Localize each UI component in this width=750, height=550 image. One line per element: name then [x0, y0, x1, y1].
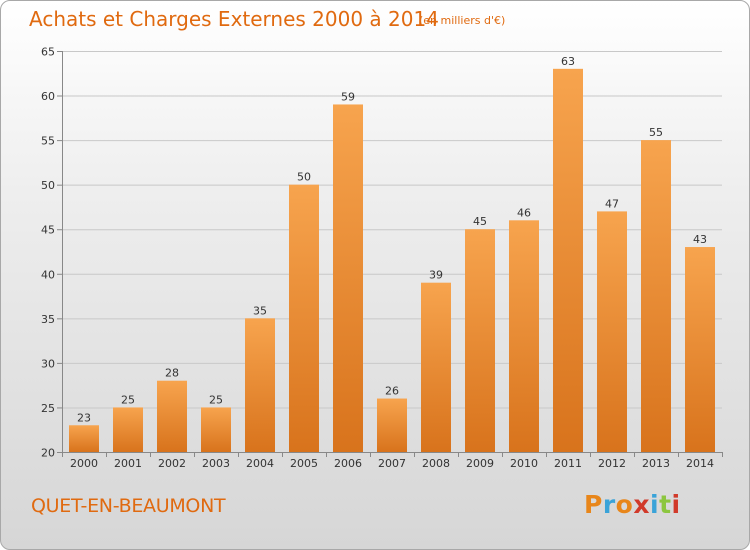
bar-value-label: 39 [429, 269, 443, 282]
bar-value-label: 26 [385, 385, 399, 398]
logo-letter: t [659, 490, 672, 519]
bar-value-label: 25 [121, 393, 135, 406]
logo-letter: P [584, 490, 603, 519]
bar [553, 68, 583, 453]
logo-letter: x [633, 490, 650, 519]
y-tick-label: 50 [41, 179, 55, 192]
bar [201, 407, 231, 452]
y-tick-label: 45 [41, 224, 55, 237]
commune-name: QUET-EN-BEAUMONT [31, 495, 226, 517]
y-tick-label: 25 [41, 402, 55, 415]
logo-letter: o [615, 490, 634, 519]
bar-value-label: 63 [561, 55, 575, 68]
y-tick-label: 40 [41, 268, 55, 281]
bar [421, 282, 451, 452]
x-tick-label: 2005 [290, 457, 318, 470]
logo-letter: i [671, 490, 681, 519]
bar-value-label: 28 [165, 367, 179, 380]
bar-value-label: 59 [341, 90, 355, 103]
bar [245, 318, 275, 452]
proxiti-logo[interactable]: Proxiti [584, 490, 681, 519]
bar-value-label: 23 [77, 411, 91, 424]
y-tick-label: 55 [41, 135, 55, 148]
bar [685, 247, 715, 452]
bar-value-label: 35 [253, 304, 267, 317]
y-tick-label: 65 [41, 46, 55, 59]
bar-value-label: 45 [473, 215, 487, 228]
bar [377, 398, 407, 452]
bar-value-label: 43 [693, 233, 707, 246]
x-tick-label: 2013 [642, 457, 670, 470]
chart-subtitle: (en milliers d'€) [419, 14, 506, 27]
chart-title: Achats et Charges Externes 2000 à 2014 [29, 7, 439, 31]
bar [69, 425, 99, 452]
x-tick-label: 2008 [422, 457, 450, 470]
bar-value-label: 55 [649, 126, 663, 139]
x-tick-label: 2011 [554, 457, 582, 470]
y-tick-label: 20 [41, 447, 55, 460]
bar [157, 380, 187, 452]
y-tick-label: 30 [41, 357, 55, 370]
logo-letter: r [602, 490, 616, 519]
bar [641, 140, 671, 452]
x-tick-label: 2000 [70, 457, 98, 470]
x-tick-label: 2002 [158, 457, 186, 470]
x-tick-label: 2004 [246, 457, 274, 470]
x-tick-label: 2014 [686, 457, 714, 470]
bar [597, 211, 627, 452]
x-tick-label: 2001 [114, 457, 142, 470]
bar-value-label: 47 [605, 197, 619, 210]
bar [333, 104, 363, 452]
x-tick-label: 2006 [334, 457, 362, 470]
x-tick-label: 2012 [598, 457, 626, 470]
bar [509, 220, 539, 452]
logo-letter: i [650, 490, 660, 519]
x-tick-label: 2010 [510, 457, 538, 470]
x-tick-label: 2003 [202, 457, 230, 470]
x-tick-label: 2007 [378, 457, 406, 470]
y-tick-label: 35 [41, 313, 55, 326]
bar [289, 184, 319, 452]
bars: 23 25 28 25 35 50 59 26 39 45 46 63 47 55 43 [69, 55, 715, 453]
bar-value-label: 46 [517, 206, 531, 219]
x-tick-label: 2009 [466, 457, 494, 470]
bar [465, 229, 495, 452]
x-axis: 2000 2001 2002 2003 2004 2005 2006 2007 2008 2009… [62, 452, 723, 470]
bar-value-label: 50 [297, 171, 311, 184]
bar [113, 407, 143, 452]
y-tick-label: 60 [41, 90, 55, 103]
bar-value-label: 25 [209, 393, 223, 406]
y-axis: 20 25 30 35 40 45 50 55 60 65 [41, 46, 63, 460]
